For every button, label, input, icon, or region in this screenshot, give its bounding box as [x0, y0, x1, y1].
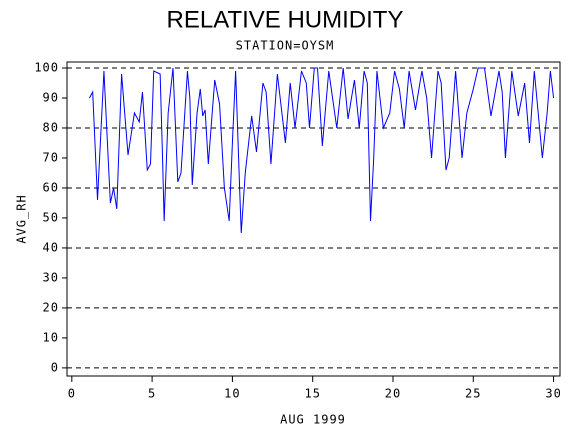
x-tick-label: 30 — [545, 387, 561, 401]
x-axis-label: AUG 1999 — [280, 413, 346, 427]
y-tick-label: 90 — [43, 90, 59, 104]
data-line — [89, 67, 555, 233]
y-tick-label: 10 — [43, 330, 59, 344]
y-tick-label: 60 — [43, 180, 59, 194]
x-tick-label: 10 — [224, 387, 240, 401]
chart-subtitle: STATION=OYSM — [236, 39, 335, 53]
y-tick-label: 80 — [43, 120, 59, 134]
x-tick-label: 0 — [68, 387, 76, 401]
x-tick-label: 20 — [385, 387, 401, 401]
y-tick-label: 70 — [43, 150, 59, 164]
y-tick-label: 30 — [43, 270, 59, 284]
chart-title: RELATIVE HUMIDITY — [167, 6, 404, 33]
x-tick-label: 5 — [148, 387, 156, 401]
y-axis-label: AVG_RH — [15, 194, 29, 243]
x-tick-label: 25 — [465, 387, 481, 401]
plot-frame — [66, 61, 561, 377]
y-tick-label: 50 — [43, 210, 59, 224]
y-tick-label: 20 — [43, 300, 59, 314]
y-tick-label: 100 — [34, 60, 59, 74]
y-tick-label: 0 — [51, 360, 59, 374]
y-tick-label: 40 — [43, 240, 59, 254]
x-tick-label: 15 — [304, 387, 320, 401]
